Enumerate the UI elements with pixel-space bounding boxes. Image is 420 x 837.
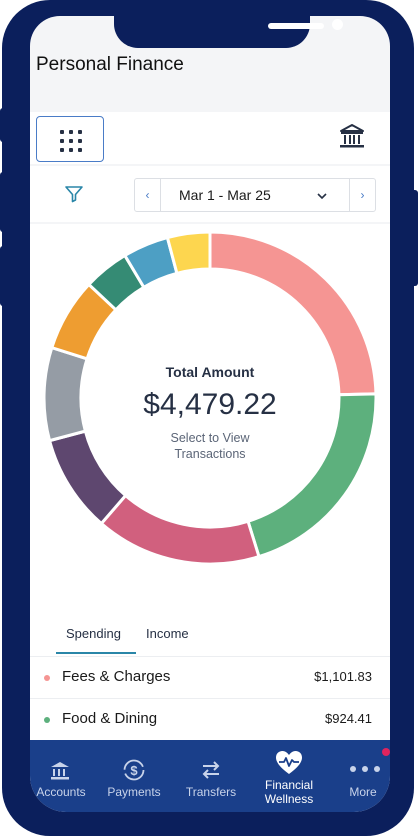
bank-icon — [51, 762, 69, 780]
list-item[interactable]: Food & Dining $924.41 — [30, 698, 390, 738]
donut-slice[interactable] — [165, 230, 212, 276]
tab-label: Transfers — [185, 785, 237, 799]
bank-icon[interactable] — [338, 122, 366, 150]
chevron-down-icon[interactable] — [315, 189, 329, 203]
donut-slice[interactable] — [99, 493, 261, 566]
heart-pulse-icon — [276, 751, 302, 774]
next-period-button[interactable]: › — [349, 179, 375, 211]
transfer-arrows-icon — [202, 761, 220, 779]
select-hint-line: Transactions — [174, 447, 246, 461]
category-name: Fees & Charges — [62, 668, 171, 685]
tab-label-line: Financial — [264, 778, 314, 792]
svg-text:$: $ — [130, 763, 138, 778]
phone-side-button — [0, 108, 6, 142]
total-amount-label: Total Amount — [165, 364, 255, 380]
category-name: Food & Dining — [62, 710, 158, 727]
more-dots-icon — [350, 766, 380, 772]
notification-badge — [382, 748, 390, 756]
category-color-dot — [44, 675, 50, 681]
bottom-tab-bar: Accounts $ Payments Transfers Financial … — [30, 740, 390, 812]
tab-label-line: Wellness — [264, 792, 314, 806]
phone-side-button — [0, 172, 6, 232]
phone-power-button — [410, 190, 418, 286]
grid-menu-icon — [60, 130, 82, 152]
grid-menu-button[interactable] — [36, 116, 104, 162]
tab-payments[interactable]: $ Payments — [98, 740, 170, 812]
phone-side-button — [0, 246, 6, 306]
toolbar — [30, 112, 390, 164]
tab-spending[interactable]: Spending — [66, 626, 121, 641]
page-title: Personal Finance — [36, 54, 184, 75]
category-amount: $1,101.83 — [314, 669, 372, 684]
tab-financial-wellness[interactable]: Financial Wellness — [252, 740, 326, 812]
tab-income[interactable]: Income — [146, 626, 189, 641]
category-amount: $924.41 — [325, 711, 372, 726]
tab-label: Accounts — [36, 785, 86, 799]
tab-transfers[interactable]: Transfers — [178, 740, 244, 812]
tab-label: Payments — [107, 785, 161, 799]
tab-label: More — [349, 785, 377, 799]
phone-notch — [114, 16, 343, 48]
total-amount-value: $4,479.22 — [143, 388, 277, 421]
category-color-dot — [44, 717, 50, 723]
spending-income-tabs: Spending Income — [30, 616, 390, 656]
date-range-label: Mar 1 - Mar 25 — [179, 187, 271, 203]
previous-period-button[interactable]: ‹ — [135, 179, 161, 211]
list-item[interactable]: Fees & Charges $1,101.83 — [30, 656, 390, 696]
spending-donut-chart[interactable] — [30, 224, 390, 604]
date-range-picker[interactable]: ‹ Mar 1 - Mar 25 › — [134, 178, 376, 212]
active-tab-indicator — [56, 652, 136, 654]
camera-icon — [332, 19, 343, 30]
tab-accounts[interactable]: Accounts — [30, 740, 92, 812]
speaker-icon — [268, 23, 324, 29]
select-hint-line: Select to View — [170, 431, 250, 445]
filter-icon[interactable] — [64, 184, 84, 204]
date-filter-bar: ‹ Mar 1 - Mar 25 › — [30, 166, 390, 222]
donut-center-summary[interactable]: Total Amount $4,479.22 Select to View Tr… — [30, 364, 390, 462]
spending-chart-panel: Total Amount $4,479.22 Select to View Tr… — [30, 224, 390, 756]
tab-more[interactable]: More — [336, 740, 390, 812]
select-hint: Select to View Transactions — [30, 430, 390, 462]
dollar-cycle-icon: $ — [123, 759, 145, 781]
app-screen: Personal Finance ‹ Mar 1 - Mar 25 — [30, 16, 390, 812]
